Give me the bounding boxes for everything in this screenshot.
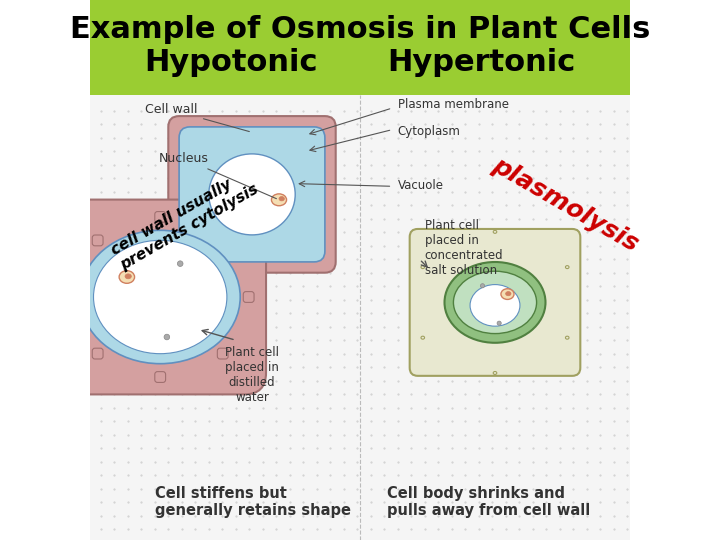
FancyBboxPatch shape — [179, 127, 325, 262]
Text: Cytoplasm: Cytoplasm — [397, 125, 461, 138]
Ellipse shape — [565, 266, 569, 268]
FancyBboxPatch shape — [168, 116, 336, 273]
Ellipse shape — [444, 262, 546, 343]
FancyBboxPatch shape — [155, 372, 166, 382]
Text: Cell wall: Cell wall — [145, 103, 249, 132]
Ellipse shape — [279, 197, 284, 201]
Text: Plant cell
placed in
distilled
water: Plant cell placed in distilled water — [225, 346, 279, 403]
Ellipse shape — [565, 336, 569, 339]
Text: Plasma membrane: Plasma membrane — [397, 98, 509, 111]
Ellipse shape — [470, 285, 520, 326]
FancyBboxPatch shape — [410, 229, 580, 376]
Circle shape — [497, 321, 501, 325]
Text: Hypertonic: Hypertonic — [388, 48, 576, 77]
Ellipse shape — [209, 154, 295, 235]
Circle shape — [164, 334, 170, 340]
Circle shape — [177, 261, 183, 266]
Ellipse shape — [501, 289, 514, 299]
Text: Hypotonic: Hypotonic — [144, 48, 318, 77]
FancyBboxPatch shape — [54, 200, 266, 394]
FancyBboxPatch shape — [217, 235, 228, 246]
FancyBboxPatch shape — [92, 348, 103, 359]
Text: cell wall usually
prevents cytolysis: cell wall usually prevents cytolysis — [109, 167, 261, 273]
Ellipse shape — [125, 274, 131, 279]
Text: Plant cell
placed in
concentrated
salt solution: Plant cell placed in concentrated salt s… — [425, 219, 503, 278]
Text: Example of Osmosis in Plant Cells: Example of Osmosis in Plant Cells — [70, 15, 650, 44]
FancyBboxPatch shape — [92, 235, 103, 246]
Text: plasmolysis: plasmolysis — [488, 154, 642, 256]
Text: Nucleus: Nucleus — [159, 152, 276, 199]
Ellipse shape — [271, 194, 287, 206]
Ellipse shape — [454, 271, 536, 334]
Text: Cell body shrinks and
pulls away from cell wall: Cell body shrinks and pulls away from ce… — [387, 486, 590, 518]
Ellipse shape — [493, 372, 497, 374]
Ellipse shape — [80, 230, 240, 364]
Ellipse shape — [94, 240, 227, 354]
Text: Cell stiffens but
generally retains shape: Cell stiffens but generally retains shap… — [155, 486, 351, 518]
FancyBboxPatch shape — [90, 94, 630, 540]
FancyBboxPatch shape — [66, 292, 77, 302]
Circle shape — [480, 284, 485, 288]
Ellipse shape — [493, 231, 497, 233]
FancyBboxPatch shape — [243, 292, 254, 302]
Ellipse shape — [505, 292, 511, 296]
Ellipse shape — [421, 266, 425, 268]
FancyBboxPatch shape — [217, 348, 228, 359]
FancyBboxPatch shape — [155, 212, 166, 222]
FancyBboxPatch shape — [90, 0, 630, 94]
Text: Vacuole: Vacuole — [397, 179, 444, 192]
Ellipse shape — [421, 336, 425, 339]
Ellipse shape — [119, 271, 135, 284]
